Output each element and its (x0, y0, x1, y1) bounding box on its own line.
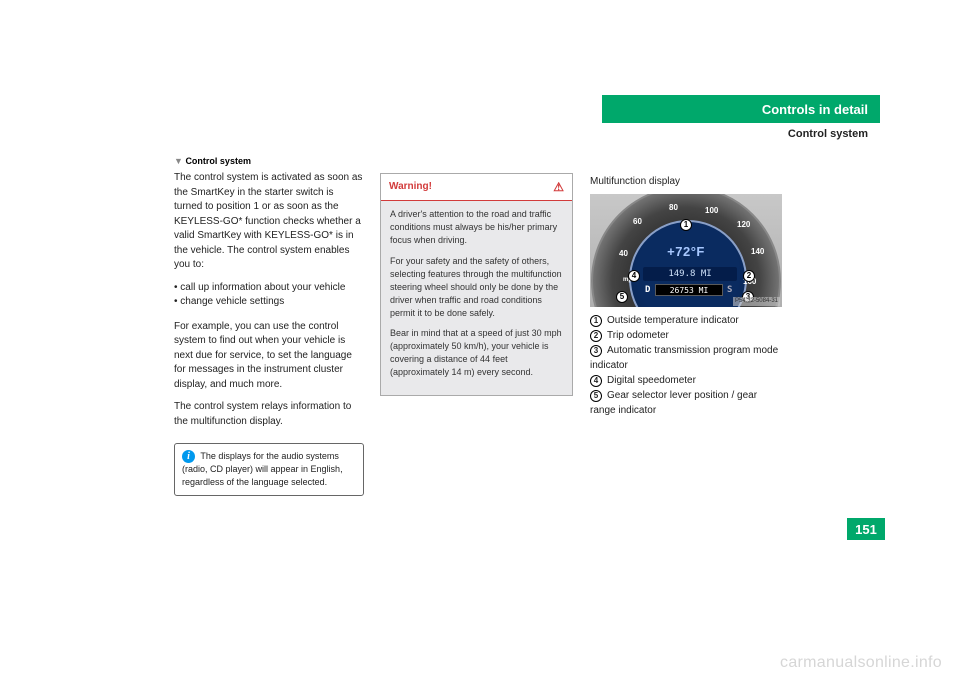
warning-title: Warning! (389, 180, 432, 195)
right-column: Multifunction display 40 60 80 100 120 1… (590, 175, 782, 418)
warning-text: For your safety and the safety of others… (390, 255, 563, 320)
tick-80: 80 (669, 202, 678, 214)
list-item: call up information about your vehicle (174, 281, 364, 296)
page-number: 151 (847, 518, 885, 540)
warning-icon: ⚠ (553, 179, 564, 196)
gear-s: S (727, 284, 732, 297)
info-icon: i (182, 450, 195, 463)
figure-title: Multifunction display (590, 175, 782, 190)
section-title: Controls in detail (762, 102, 868, 117)
info-box: i The displays for the audio systems (ra… (174, 443, 364, 496)
info-text: The displays for the audio systems (radi… (182, 451, 343, 487)
legend-item: 4Digital speedometer (590, 373, 782, 388)
temperature-display: +72°F (593, 243, 779, 262)
list-item: change vehicle settings (174, 295, 364, 310)
watermark: carmanualsonline.info (780, 654, 942, 672)
trip-odometer: 149.8 MI (643, 267, 737, 281)
callout-4: 4 (628, 270, 640, 282)
warning-text: Bear in mind that at a speed of just 30 … (390, 327, 563, 379)
warning-box: Warning! ⚠ A driver's attention to the r… (380, 173, 573, 396)
speedometer-gauge: 40 60 80 100 120 140 160 mph +72°F 149.8… (591, 194, 781, 307)
warning-header: Warning! ⚠ (381, 174, 572, 201)
legend-item: 3Automatic transmission program mode ind… (590, 343, 782, 373)
callout-5: 5 (616, 291, 628, 303)
warning-text: A driver's attention to the road and tra… (390, 208, 563, 247)
image-code: P54.32-5084-31 (733, 297, 780, 306)
warning-body: A driver's attention to the road and tra… (381, 201, 572, 395)
section-marker: ▼ Control system (174, 155, 364, 168)
figure-legend: 1Outside temperature indicator 2Trip odo… (590, 313, 782, 418)
legend-item: 1Outside temperature indicator (590, 313, 782, 328)
tick-60: 60 (633, 216, 642, 228)
left-column: ▼ Control system The control system is a… (174, 155, 364, 496)
section-bar: Controls in detail (602, 95, 880, 123)
bullet-list: call up information about your vehicle c… (174, 281, 364, 310)
tick-120: 120 (737, 219, 750, 231)
body-text: For example, you can use the control sys… (174, 320, 364, 393)
body-text: The control system relays information to… (174, 400, 364, 429)
gear-d: D (645, 284, 650, 297)
legend-item: 5Gear selector lever position / gear ran… (590, 388, 782, 418)
intro-text: The control system is activated as soon … (174, 171, 364, 273)
instrument-cluster-figure: 40 60 80 100 120 140 160 mph +72°F 149.8… (590, 194, 782, 307)
legend-item: 2Trip odometer (590, 328, 782, 343)
callout-2: 2 (743, 270, 755, 282)
manual-page: Controls in detail Control system ▼ Cont… (80, 40, 880, 638)
callout-1: 1 (680, 219, 692, 231)
subsection-label: Control system (788, 128, 868, 140)
tick-100: 100 (705, 205, 718, 217)
main-odometer: 26753 MI (655, 284, 723, 296)
